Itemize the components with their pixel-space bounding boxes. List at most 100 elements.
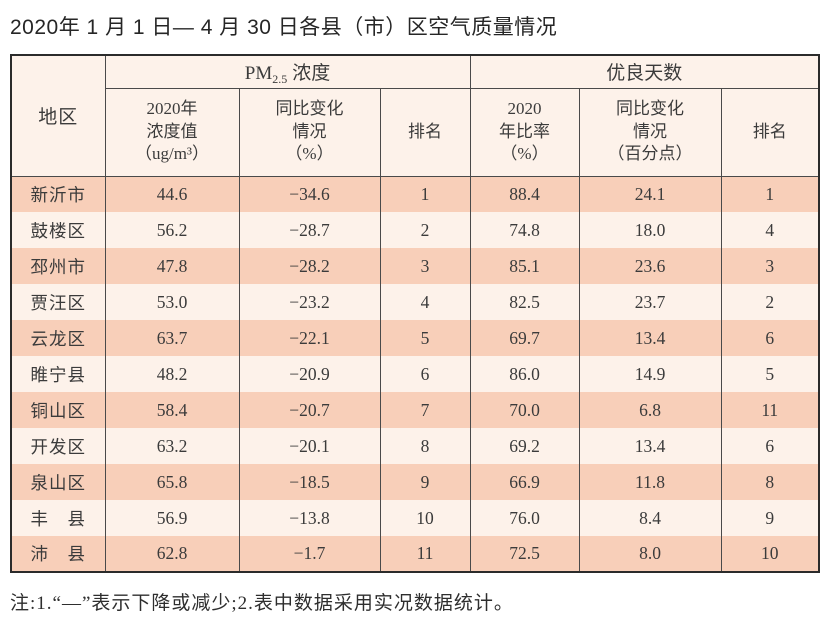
cell-pm-value: 63.2 (104, 428, 240, 464)
cell-days-change: 6.8 (578, 392, 722, 428)
cell-pm-rank: 11 (379, 536, 471, 572)
cell-region: 泉山区 (10, 464, 106, 500)
cell-days-change: 14.9 (578, 356, 722, 392)
col-header-region: 地区 (10, 55, 106, 177)
cell-days-change: 11.8 (578, 464, 722, 500)
cell-pm-change: −34.6 (238, 176, 381, 212)
col-group-pm25: PM2.5 浓度 (104, 55, 471, 89)
table-row: 贾汪区 53.0 −23.2 4 82.5 23.7 2 (10, 284, 820, 320)
cell-days-rank: 2 (720, 284, 820, 320)
table-row: 邳州市 47.8 −28.2 3 85.1 23.6 3 (10, 248, 820, 284)
col-header-pm-value: 2020年 浓度值 （ug/m³） (104, 88, 240, 177)
cell-days-rate: 88.4 (469, 176, 580, 212)
cell-days-rank: 1 (720, 176, 820, 212)
cell-pm-change: −20.1 (238, 428, 381, 464)
cell-pm-value: 58.4 (104, 392, 240, 428)
cell-days-change: 23.7 (578, 284, 722, 320)
cell-days-rank: 4 (720, 212, 820, 248)
table-body: 新沂市 44.6 −34.6 1 88.4 24.1 1 鼓楼区 56.2 −2… (10, 176, 820, 572)
cell-days-rate: 76.0 (469, 500, 580, 536)
cell-days-change: 23.6 (578, 248, 722, 284)
cell-pm-rank: 9 (379, 464, 471, 500)
col-header-days-rate: 2020 年比率 （%） (469, 88, 580, 177)
cell-region: 开发区 (10, 428, 106, 464)
col-header-pm-rank: 排名 (379, 88, 471, 177)
cell-days-change: 13.4 (578, 428, 722, 464)
cell-pm-value: 65.8 (104, 464, 240, 500)
cell-days-rank: 9 (720, 500, 820, 536)
cell-pm-change: −1.7 (238, 536, 381, 572)
cell-pm-rank: 5 (379, 320, 471, 356)
cell-days-change: 8.4 (578, 500, 722, 536)
cell-pm-rank: 8 (379, 428, 471, 464)
cell-pm-value: 47.8 (104, 248, 240, 284)
cell-days-change: 24.1 (578, 176, 722, 212)
cell-pm-change: −28.2 (238, 248, 381, 284)
cell-pm-value: 53.0 (104, 284, 240, 320)
table-row: 新沂市 44.6 −34.6 1 88.4 24.1 1 (10, 176, 820, 212)
cell-pm-change: −23.2 (238, 284, 381, 320)
cell-days-rate: 69.2 (469, 428, 580, 464)
cell-days-rate: 74.8 (469, 212, 580, 248)
pm25-label-suffix: 浓度 (292, 63, 331, 85)
air-quality-table: 地区 PM2.5 浓度 优良天数 2020年 浓度值 （ug/m³） 同比变化 情… (10, 54, 821, 573)
table-row: 睢宁县 48.2 −20.9 6 86.0 14.9 5 (10, 356, 820, 392)
table-row: 开发区 63.2 −20.1 8 69.2 13.4 6 (10, 428, 820, 464)
table-row: 丰 县 56.9 −13.8 10 76.0 8.4 9 (10, 500, 820, 536)
col-header-pm-change: 同比变化 情况 （%） (238, 88, 381, 177)
cell-region: 睢宁县 (10, 356, 106, 392)
cell-region: 鼓楼区 (10, 212, 106, 248)
table-row: 泉山区 65.8 −18.5 9 66.9 11.8 8 (10, 464, 820, 500)
cell-region: 新沂市 (10, 176, 106, 212)
cell-days-rate: 85.1 (469, 248, 580, 284)
cell-region: 云龙区 (10, 320, 106, 356)
cell-pm-value: 56.2 (104, 212, 240, 248)
cell-pm-change: −22.1 (238, 320, 381, 356)
cell-days-change: 13.4 (578, 320, 722, 356)
table-row: 云龙区 63.7 −22.1 5 69.7 13.4 6 (10, 320, 820, 356)
cell-region: 铜山区 (10, 392, 106, 428)
footnote: 注:1.“—”表示下降或减少;2.表中数据采用实况数据统计。 (10, 593, 514, 614)
cell-pm-value: 62.8 (104, 536, 240, 572)
cell-days-rate: 70.0 (469, 392, 580, 428)
col-header-days-change: 同比变化 情况 （百分点） (578, 88, 722, 177)
cell-pm-value: 48.2 (104, 356, 240, 392)
cell-days-rank: 10 (720, 536, 820, 572)
cell-region: 贾汪区 (10, 284, 106, 320)
cell-pm-rank: 4 (379, 284, 471, 320)
pm25-label-subscript: 2.5 (272, 72, 288, 87)
cell-days-change: 18.0 (578, 212, 722, 248)
table-row: 铜山区 58.4 −20.7 7 70.0 6.8 11 (10, 392, 820, 428)
cell-days-change: 8.0 (578, 536, 722, 572)
cell-pm-value: 56.9 (104, 500, 240, 536)
cell-days-rate: 72.5 (469, 536, 580, 572)
cell-days-rate: 66.9 (469, 464, 580, 500)
page-title: 2020年 1 月 1 日— 4 月 30 日各县（市）区空气质量情况 (10, 16, 558, 39)
cell-region: 丰 县 (10, 500, 106, 536)
cell-pm-change: −13.8 (238, 500, 381, 536)
table-row: 沛 县 62.8 −1.7 11 72.5 8.0 10 (10, 536, 820, 572)
cell-pm-rank: 2 (379, 212, 471, 248)
col-header-days-rank: 排名 (720, 88, 820, 177)
cell-days-rank: 11 (720, 392, 820, 428)
cell-days-rate: 86.0 (469, 356, 580, 392)
cell-days-rank: 5 (720, 356, 820, 392)
cell-pm-rank: 10 (379, 500, 471, 536)
cell-days-rank: 3 (720, 248, 820, 284)
col-group-good-days: 优良天数 (469, 55, 820, 89)
cell-region: 邳州市 (10, 248, 106, 284)
cell-region: 沛 县 (10, 536, 106, 572)
cell-days-rank: 6 (720, 428, 820, 464)
table-row: 鼓楼区 56.2 −28.7 2 74.8 18.0 4 (10, 212, 820, 248)
group-header-row: 地区 PM2.5 浓度 优良天数 (10, 55, 820, 177)
cell-days-rank: 8 (720, 464, 820, 500)
cell-days-rank: 6 (720, 320, 820, 356)
cell-pm-rank: 1 (379, 176, 471, 212)
cell-days-rate: 69.7 (469, 320, 580, 356)
cell-pm-change: −18.5 (238, 464, 381, 500)
cell-pm-rank: 6 (379, 356, 471, 392)
cell-pm-change: −28.7 (238, 212, 381, 248)
cell-pm-change: −20.7 (238, 392, 381, 428)
cell-pm-change: −20.9 (238, 356, 381, 392)
